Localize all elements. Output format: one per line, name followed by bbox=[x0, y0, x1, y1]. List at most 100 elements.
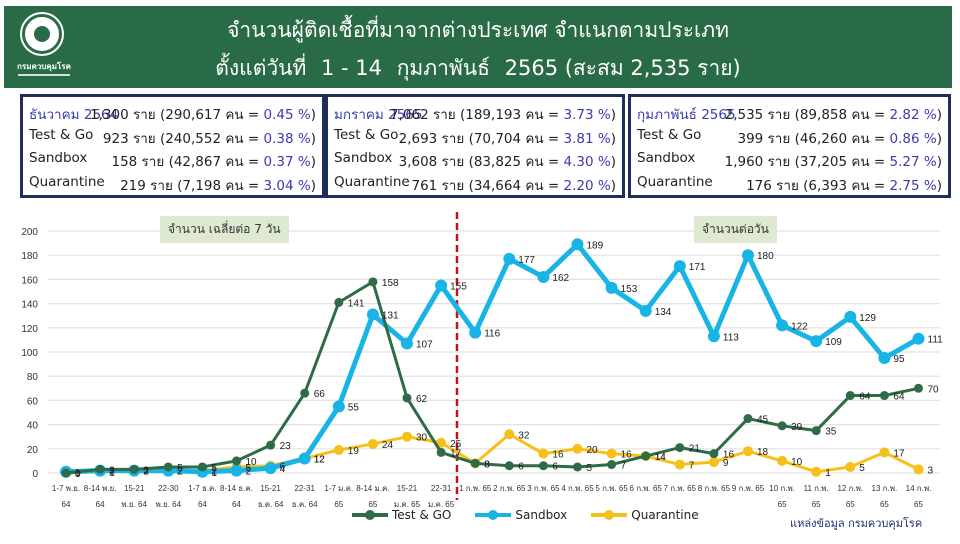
summary-value: 176 ราย (6,393 คน = 2.75 %) bbox=[746, 177, 942, 194]
svg-text:65: 65 bbox=[778, 500, 787, 509]
svg-text:116: 116 bbox=[484, 329, 500, 340]
svg-text:22-30: 22-30 bbox=[158, 484, 179, 493]
summary-value: 3,608 ราย (83,825 คน = 4.30 %) bbox=[398, 154, 616, 170]
summary-row: Test & Go 399 ราย (46,260 คน = 0.86 %) bbox=[637, 124, 942, 148]
svg-text:11 ก.พ.: 11 ก.พ. bbox=[804, 484, 829, 493]
summary-label: Quarantine bbox=[334, 173, 410, 190]
summary-box-january: มกราคม 2565 7,062 ราย (189,193 คน = 3.73 … bbox=[325, 94, 625, 198]
svg-text:80: 80 bbox=[27, 372, 39, 383]
svg-text:200: 200 bbox=[21, 227, 38, 238]
summary-row: Sandbox 1,960 ราย (37,205 คน = 5.27 %) bbox=[637, 147, 942, 171]
svg-text:5: 5 bbox=[177, 463, 183, 474]
svg-text:14: 14 bbox=[655, 452, 667, 463]
summary-row: Quarantine 761 ราย (34,664 คน = 2.20 %) bbox=[334, 171, 616, 195]
svg-text:65: 65 bbox=[914, 500, 923, 509]
svg-text:107: 107 bbox=[416, 340, 433, 351]
svg-text:3: 3 bbox=[143, 465, 149, 476]
svg-text:0: 0 bbox=[75, 469, 81, 480]
legend-swatch-quarantine-icon bbox=[591, 510, 628, 520]
summary-row: Quarantine 219 ราย (7,198 คน = 3.04 %) bbox=[29, 171, 316, 195]
svg-text:17: 17 bbox=[893, 448, 905, 459]
svg-text:62: 62 bbox=[416, 394, 428, 405]
svg-text:189: 189 bbox=[587, 240, 604, 251]
svg-text:40: 40 bbox=[27, 421, 39, 432]
page-title-line1: จำนวนผู้ติดเชื้อที่มาจากต่างประเทศ จำแนก… bbox=[227, 18, 729, 42]
svg-text:10: 10 bbox=[791, 457, 803, 468]
svg-text:2: 2 bbox=[177, 467, 183, 478]
summary-value: 2,693 ราย (70,704 คน = 3.81 %) bbox=[398, 130, 616, 147]
svg-text:5: 5 bbox=[587, 463, 593, 474]
summary-label: Quarantine bbox=[637, 173, 713, 190]
svg-text:3: 3 bbox=[928, 465, 934, 476]
svg-text:16: 16 bbox=[723, 450, 735, 461]
svg-text:10: 10 bbox=[246, 457, 258, 468]
summary-row: Test & Go 923 ราย (240,552 คน = 0.38 %) bbox=[29, 124, 316, 148]
svg-text:0: 0 bbox=[32, 469, 38, 480]
svg-text:39: 39 bbox=[791, 422, 803, 433]
chart-legend: Test & GO Sandbox Quarantine bbox=[352, 508, 723, 522]
svg-text:18: 18 bbox=[757, 447, 769, 458]
svg-text:70: 70 bbox=[928, 384, 940, 395]
legend-item-quarantine: Quarantine bbox=[591, 508, 699, 522]
svg-text:ม.ค. 65: ม.ค. 65 bbox=[394, 500, 421, 509]
svg-text:1 ก.พ. 65: 1 ก.พ. 65 bbox=[459, 484, 492, 493]
svg-text:13 ก.พ.: 13 ก.พ. bbox=[872, 484, 898, 493]
svg-text:64: 64 bbox=[96, 500, 105, 509]
svg-text:16: 16 bbox=[621, 450, 633, 461]
svg-text:30: 30 bbox=[416, 433, 428, 444]
svg-text:ม.ค. 65: ม.ค. 65 bbox=[428, 500, 455, 509]
svg-text:8: 8 bbox=[484, 459, 490, 470]
summary-row: ธันวาคม 2564 1,300 ราย (290,617 คน = 0.45… bbox=[29, 100, 316, 124]
summary-label: Test & Go bbox=[29, 126, 94, 143]
svg-text:64: 64 bbox=[893, 392, 905, 403]
summary-label: Sandbox bbox=[334, 150, 393, 166]
summary-row: Test & Go 2,693 ราย (70,704 คน = 3.81 %) bbox=[334, 124, 616, 148]
summary-label: Test & Go bbox=[637, 126, 702, 143]
svg-text:16: 16 bbox=[552, 450, 564, 461]
svg-text:65: 65 bbox=[812, 500, 821, 509]
svg-text:10 ก.พ.: 10 ก.พ. bbox=[769, 484, 795, 493]
legend-item-test-go: Test & GO bbox=[352, 508, 451, 522]
svg-text:2: 2 bbox=[246, 467, 252, 478]
svg-text:3: 3 bbox=[109, 465, 115, 476]
svg-text:12: 12 bbox=[314, 454, 326, 465]
summary-label: มกราคม 2565 bbox=[334, 107, 423, 123]
svg-text:162: 162 bbox=[552, 273, 569, 284]
svg-text:171: 171 bbox=[689, 262, 706, 273]
summary-value: 761 ราย (34,664 คน = 2.20 %) bbox=[411, 177, 616, 194]
summary-label: Sandbox bbox=[637, 150, 696, 166]
svg-text:ธ.ค. 64: ธ.ค. 64 bbox=[258, 500, 284, 509]
svg-text:1: 1 bbox=[75, 468, 81, 479]
svg-text:180: 180 bbox=[757, 251, 774, 262]
svg-text:6 ก.พ. 65: 6 ก.พ. 65 bbox=[630, 484, 663, 493]
svg-text:21: 21 bbox=[689, 444, 701, 455]
ddc-logo: กรมควบคุมโรค bbox=[16, 12, 71, 82]
svg-text:6: 6 bbox=[518, 462, 524, 473]
logo-text: กรมควบคุมโรค bbox=[17, 62, 71, 71]
svg-text:5: 5 bbox=[859, 463, 865, 474]
svg-text:22-31: 22-31 bbox=[431, 484, 452, 493]
svg-text:129: 129 bbox=[859, 313, 876, 324]
svg-text:2 ก.พ. 65: 2 ก.พ. 65 bbox=[493, 484, 526, 493]
svg-text:141: 141 bbox=[348, 298, 365, 309]
svg-text:พ.ย. 64: พ.ย. 64 bbox=[121, 500, 147, 509]
svg-text:153: 153 bbox=[621, 284, 638, 295]
svg-text:22-31: 22-31 bbox=[294, 484, 315, 493]
title-year-total: 2565 (สะสม 2,535 ราย) bbox=[504, 56, 741, 80]
summary-box-february: กุมภาพันธ์ 2565 2,535 ราย (89,858 คน = 2.… bbox=[628, 94, 951, 198]
svg-text:8 ก.พ. 65: 8 ก.พ. 65 bbox=[698, 484, 731, 493]
summary-value: 219 ราย (7,198 คน = 3.04 %) bbox=[120, 177, 316, 194]
svg-text:1: 1 bbox=[109, 468, 115, 479]
summary-row: Sandbox 158 ราย (42,867 คน = 0.37 %) bbox=[29, 147, 316, 171]
summary-label: Quarantine bbox=[29, 173, 105, 190]
summary-row: Quarantine 176 ราย (6,393 คน = 2.75 %) bbox=[637, 171, 942, 195]
svg-text:1-7 ธ.ค.: 1-7 ธ.ค. bbox=[188, 484, 216, 493]
summary-row: มกราคม 2565 7,062 ราย (189,193 คน = 3.73 … bbox=[334, 100, 616, 124]
svg-text:65: 65 bbox=[846, 500, 855, 509]
svg-text:155: 155 bbox=[450, 281, 467, 292]
legend-swatch-sandbox-icon bbox=[475, 510, 512, 520]
svg-text:12: 12 bbox=[314, 454, 326, 465]
summary-value: 158 ราย (42,867 คน = 0.37 %) bbox=[111, 154, 316, 170]
summary-value: 1,960 ราย (37,205 คน = 5.27 %) bbox=[724, 154, 942, 170]
svg-text:64: 64 bbox=[232, 500, 241, 509]
